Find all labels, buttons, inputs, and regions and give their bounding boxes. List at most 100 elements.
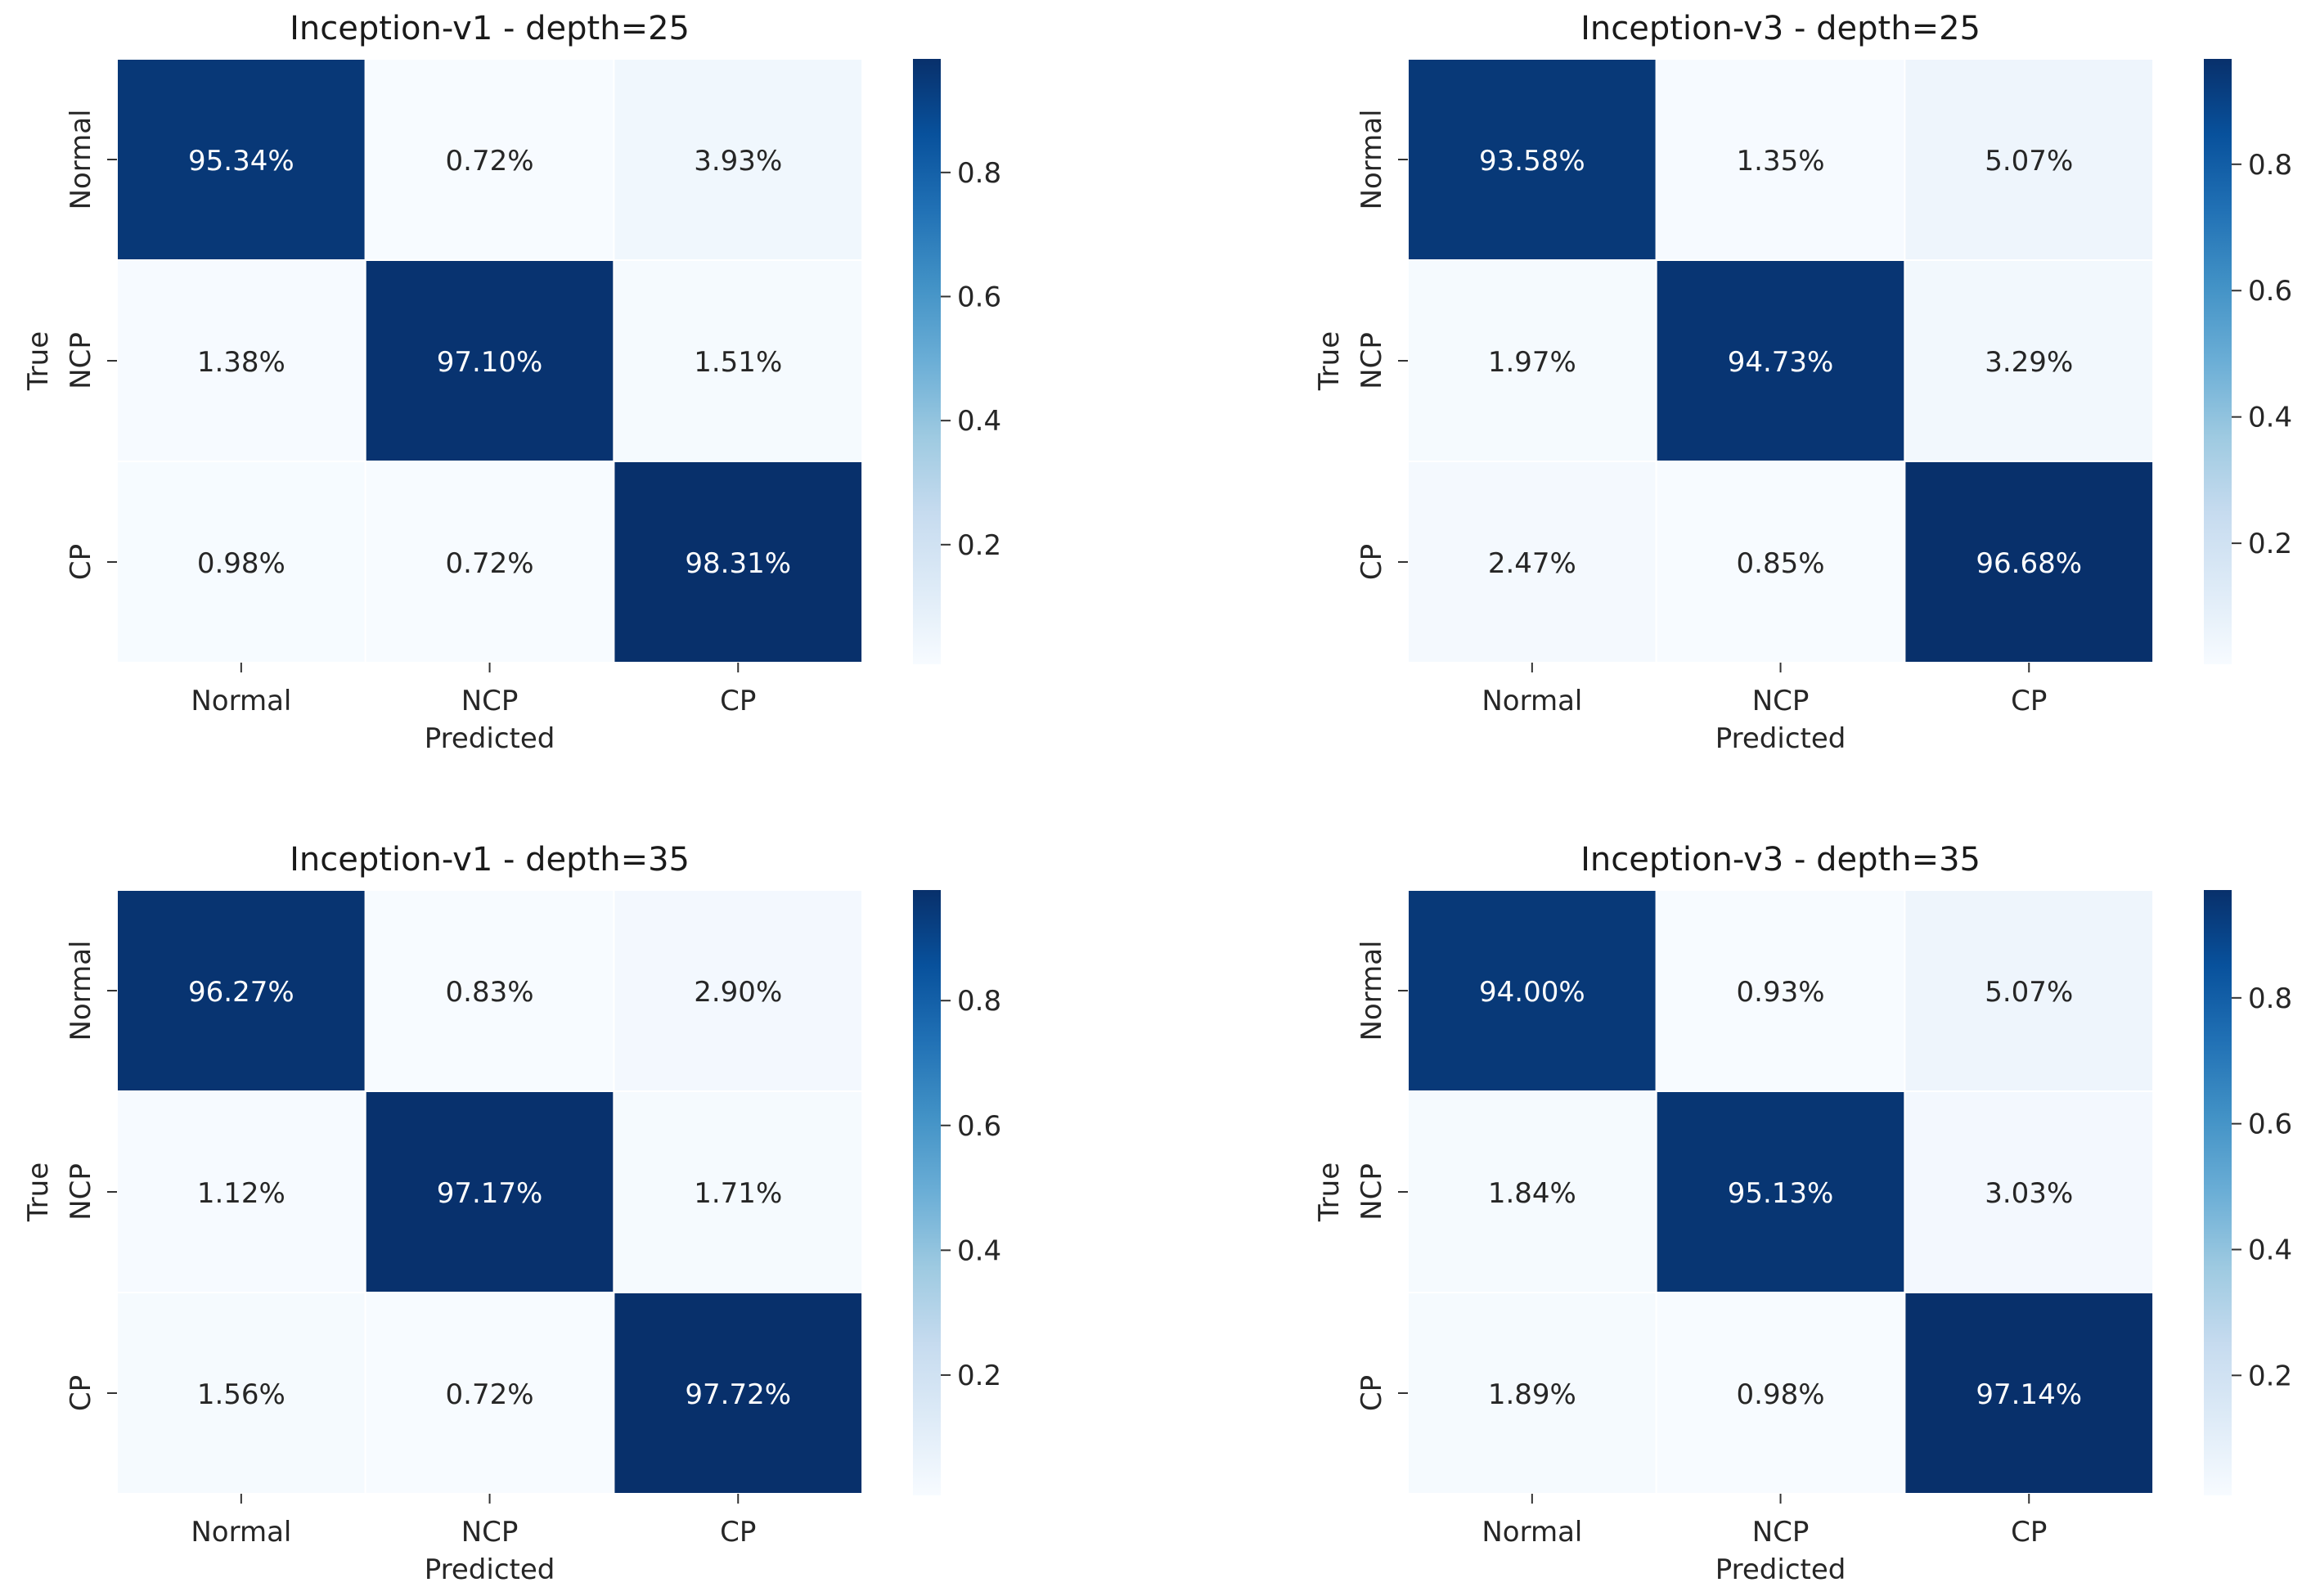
cell-label: 3.93% (694, 145, 782, 178)
colorbar-tick-label: 0.6 (2248, 275, 2292, 308)
cell-label: 97.72% (685, 1378, 791, 1411)
cell-label: 97.17% (437, 1177, 543, 1210)
heatmap-cell (1655, 1090, 1906, 1293)
heatmap-cell (1407, 259, 1657, 462)
x-tick-label: NCP (461, 685, 519, 717)
colorbar-tick-label: 0.2 (957, 529, 1001, 562)
cell-label: 96.68% (1976, 547, 2082, 580)
colorbar-tick-label: 0.6 (2248, 1108, 2292, 1141)
x-axis-label: Predicted (425, 1553, 555, 1586)
cell-label: 97.10% (437, 346, 543, 379)
chart-title: Inception-v3 - depth=25 (1580, 10, 1981, 47)
x-tick-label: NCP (1752, 1516, 1810, 1549)
y-axis-label: True (22, 331, 55, 391)
colorbar-tick-label: 0.8 (957, 985, 1001, 1018)
heatmap-cell (364, 461, 615, 663)
x-axis-label: Predicted (1715, 1553, 1846, 1586)
colorbar-tick-label: 0.8 (2248, 982, 2292, 1015)
cell-label: 0.93% (1737, 976, 1825, 1009)
x-axis-label: Predicted (425, 722, 555, 755)
cell-label: 1.56% (197, 1378, 286, 1411)
y-tick-label: Normal (65, 109, 97, 209)
x-tick-label: Normal (1481, 1516, 1582, 1549)
heatmap-cell (1904, 1090, 2155, 1293)
heatmap-panel-1: Inception-v1 - depth=25 95.34% 0.72% 3.93% 1… (22, 10, 1001, 755)
colorbar-tick-label: 0.2 (2248, 1360, 2292, 1392)
cell-label: 0.98% (197, 547, 286, 580)
y-tick-label: CP (65, 544, 97, 580)
cell-label: 1.71% (694, 1177, 782, 1210)
y-tick-label: Normal (1356, 940, 1388, 1041)
cell-label: 5.07% (1985, 976, 2073, 1009)
cell-label: 1.51% (694, 346, 782, 379)
heatmap-cell (1655, 1292, 1906, 1495)
colorbar-tick-label: 0.2 (957, 1360, 1001, 1392)
y-tick-label: NCP (65, 332, 97, 389)
heatmap-panel-3: Inception-v1 - depth=35 96.27% 0.83% 2.90% 1… (22, 841, 1001, 1586)
heatmap-cell (116, 1292, 366, 1495)
heatmap-cell (1904, 889, 2155, 1092)
heatmap-cell (364, 889, 615, 1092)
cell-label: 0.83% (446, 976, 534, 1009)
heatmap-cell (613, 58, 864, 261)
cell-label: 98.31% (685, 547, 791, 580)
cell-label: 0.98% (1737, 1378, 1825, 1411)
y-axis-label: True (1313, 331, 1346, 391)
colorbar (2204, 59, 2232, 664)
colorbar-tick-label: 0.4 (2248, 1234, 2292, 1266)
cell-label: 2.90% (694, 976, 782, 1009)
heatmap-panel-4: Inception-v3 - depth=35 94.00% 0.93% 5.07% 1… (1313, 841, 2292, 1586)
y-tick-label: Normal (1356, 109, 1388, 209)
colorbar-tick-label: 0.4 (2248, 402, 2292, 434)
x-tick-label: Normal (1481, 685, 1582, 717)
heatmap-cell (1655, 259, 1906, 462)
chart-title: Inception-v3 - depth=35 (1580, 841, 1981, 879)
heatmap-cell (1904, 259, 2155, 462)
y-tick-label: NCP (1356, 332, 1388, 389)
cell-label: 1.89% (1488, 1378, 1576, 1411)
heatmap-cell (1407, 1292, 1657, 1495)
x-tick-label: CP (2011, 685, 2047, 717)
y-tick-label: CP (65, 1375, 97, 1411)
cell-label: 1.38% (197, 346, 286, 379)
cell-label: 94.73% (1728, 346, 1834, 379)
heatmap-cell (1407, 889, 1657, 1092)
x-tick-label: CP (2011, 1516, 2047, 1549)
colorbar-tick-label: 0.6 (957, 1110, 1001, 1143)
cell-label: 2.47% (1488, 547, 1576, 580)
heatmap-cell (1407, 461, 1657, 663)
y-tick-label: CP (1356, 1375, 1388, 1411)
heatmap-cell (1904, 1292, 2155, 1495)
heatmap-cell (116, 259, 366, 462)
chart-title: Inception-v1 - depth=35 (290, 841, 690, 879)
cell-label: 97.14% (1976, 1378, 2082, 1411)
cell-label: 0.72% (446, 547, 534, 580)
heatmap-cell (1407, 1090, 1657, 1293)
colorbar-tick-label: 0.8 (957, 157, 1001, 190)
heatmap-cell (1655, 58, 1906, 261)
heatmap-cell (1407, 58, 1657, 261)
chart-title: Inception-v1 - depth=25 (290, 10, 690, 47)
heatmap-cell (1904, 58, 2155, 261)
colorbar (2204, 890, 2232, 1495)
colorbar-tick-label: 0.6 (957, 281, 1001, 313)
panels: Inception-v1 - depth=25 95.34% 0.72% 3.93% 1… (22, 10, 2292, 1586)
x-tick-label: CP (720, 1516, 756, 1549)
x-tick-label: NCP (1752, 685, 1810, 717)
heatmap-panel-2: Inception-v3 - depth=25 93.58% 1.35% 5.07% 1… (1313, 10, 2292, 755)
colorbar (913, 890, 941, 1495)
y-tick-label: NCP (65, 1163, 97, 1221)
cell-label: 0.85% (1737, 547, 1825, 580)
cell-label: 3.29% (1985, 346, 2073, 379)
colorbar-tick-label: 0.8 (2248, 149, 2292, 182)
cell-label: 95.34% (188, 145, 294, 178)
x-tick-label: Normal (191, 685, 291, 717)
cell-label: 1.97% (1488, 346, 1576, 379)
y-axis-label: True (22, 1162, 55, 1222)
colorbar-tick-label: 0.2 (2248, 528, 2292, 560)
cell-label: 5.07% (1985, 145, 2073, 178)
heatmap-cell (116, 461, 366, 663)
cell-label: 95.13% (1728, 1177, 1834, 1210)
heatmap-cell (613, 461, 864, 663)
x-tick-label: Normal (191, 1516, 291, 1549)
